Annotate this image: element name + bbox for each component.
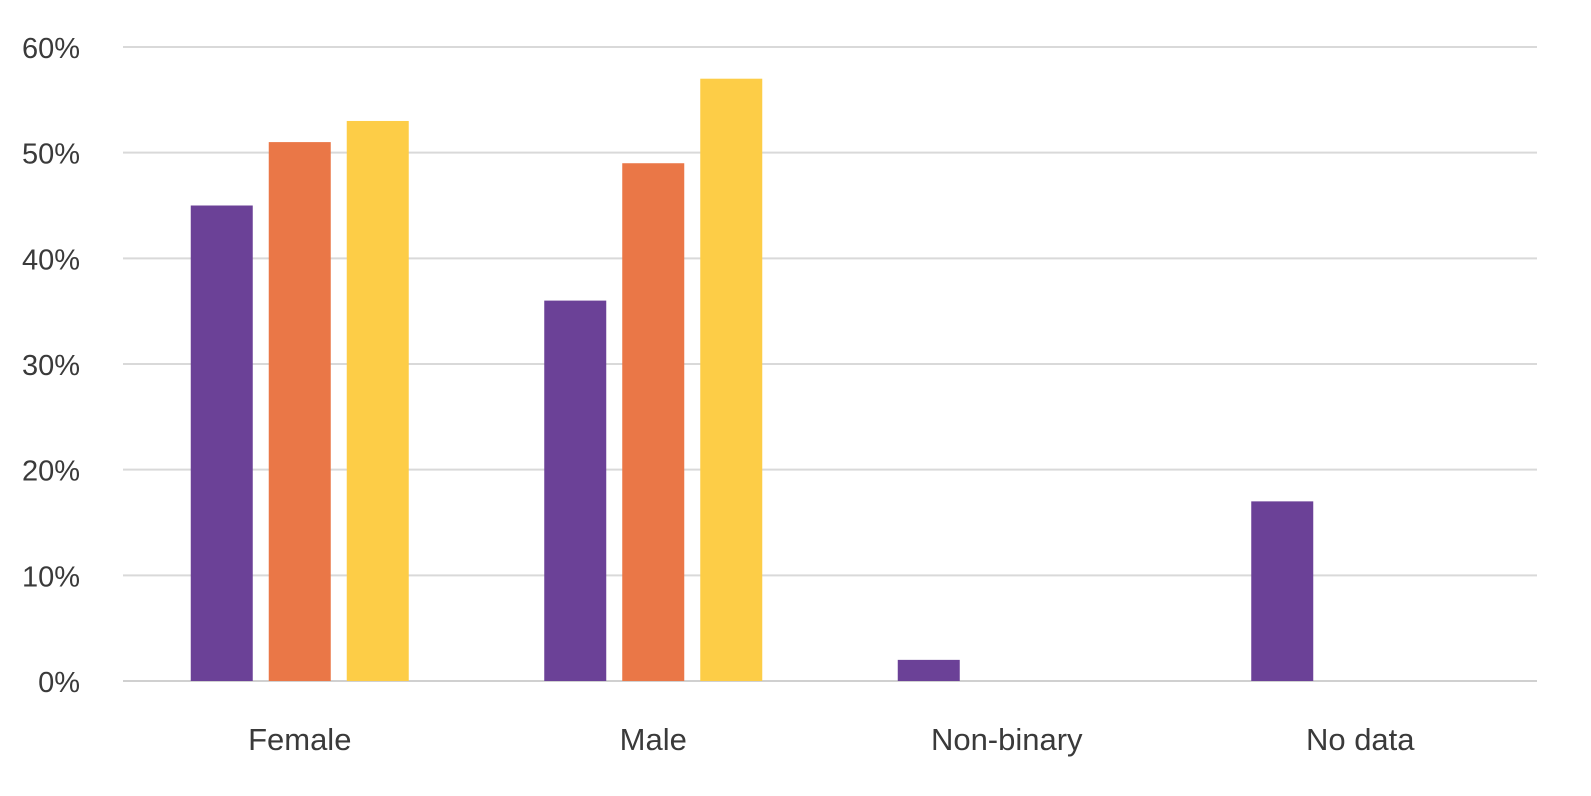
- bar-male-series-2: [622, 163, 685, 681]
- gridlines: [123, 46, 1537, 682]
- y-tick-label: 50%: [22, 139, 80, 171]
- bar-non-binary-series-1: [897, 659, 960, 681]
- x-axis-category-labels: Female Male Non-binary No data: [248, 722, 1415, 757]
- category-label-female: Female: [248, 722, 351, 757]
- bar-female-series-1: [190, 205, 253, 681]
- y-tick-label: 20%: [22, 456, 80, 488]
- category-label-no-data: No data: [1306, 722, 1415, 757]
- bar-male-series-1: [544, 300, 607, 681]
- y-tick-label: 0%: [38, 667, 80, 699]
- y-axis-tick-labels: 0% 10% 20% 30% 40% 50% 60%: [22, 33, 80, 699]
- y-tick-label: 30%: [22, 350, 80, 382]
- y-tick-label: 40%: [22, 244, 80, 276]
- bars: [190, 78, 1314, 682]
- category-label-male: Male: [620, 722, 687, 757]
- category-label-non-binary: Non-binary: [931, 722, 1083, 757]
- bar-female-series-2: [268, 142, 331, 682]
- bar-no-data-series-1: [1251, 501, 1314, 681]
- y-tick-label: 60%: [22, 33, 80, 65]
- y-tick-label: 10%: [22, 561, 80, 593]
- bar-female-series-3: [346, 120, 409, 681]
- bar-male-series-3: [700, 78, 763, 681]
